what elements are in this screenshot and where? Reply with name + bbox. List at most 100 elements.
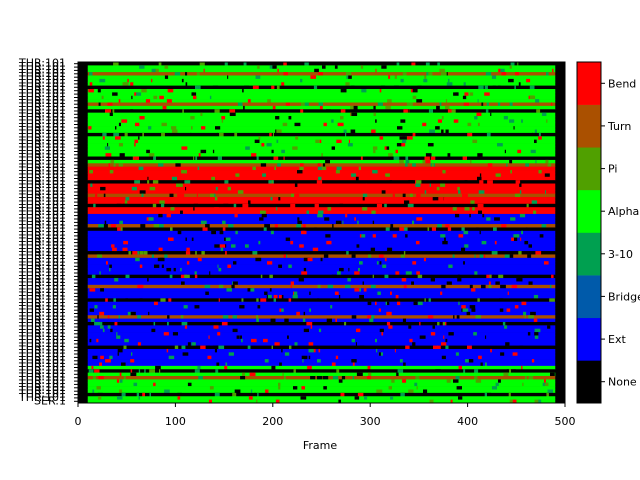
heatmap-noise xyxy=(332,224,334,228)
heatmap-noise xyxy=(395,149,398,154)
heatmap-noise xyxy=(402,318,406,323)
heatmap-noise xyxy=(288,116,292,120)
heatmap-noise xyxy=(402,379,407,384)
heatmap-noise xyxy=(194,271,197,276)
heatmap-noise xyxy=(462,156,467,161)
heatmap-noise xyxy=(140,224,146,228)
heatmap-noise xyxy=(534,332,539,336)
heatmap-row xyxy=(87,220,556,225)
heatmap-noise xyxy=(216,362,220,367)
heatmap-noise xyxy=(242,89,244,93)
heatmap-noise xyxy=(538,170,542,174)
heatmap-noise xyxy=(184,274,190,279)
heatmap-noise xyxy=(231,244,236,248)
heatmap-row xyxy=(87,301,556,306)
heatmap-noise xyxy=(237,190,244,194)
heatmap-noise xyxy=(207,355,212,360)
heatmap-noise xyxy=(115,126,117,130)
heatmap-noise xyxy=(221,116,223,120)
heatmap-noise xyxy=(285,254,288,259)
heatmap-noise xyxy=(323,122,327,127)
residue-tick-label: THR:101 xyxy=(18,195,66,208)
heatmap-noise xyxy=(359,288,361,292)
heatmap-noise xyxy=(98,224,104,228)
heatmap-noise xyxy=(155,365,161,370)
heatmap-noise xyxy=(102,224,108,228)
heatmap-noise xyxy=(474,369,479,373)
heatmap-noise xyxy=(97,254,103,259)
heatmap-noise xyxy=(455,375,460,380)
heatmap-row xyxy=(87,332,556,336)
heatmap-noise xyxy=(221,119,224,124)
heatmap-noise xyxy=(209,95,212,100)
residue-tick-label: THR:101 xyxy=(18,87,66,100)
heatmap-noise xyxy=(222,220,226,225)
heatmap-noise xyxy=(317,213,323,218)
heatmap-noise xyxy=(547,163,552,167)
heatmap-noise xyxy=(208,399,212,404)
residue-tick-label: THR:101 xyxy=(18,97,66,110)
heatmap-noise xyxy=(469,213,471,218)
heatmap-noise xyxy=(302,318,306,323)
heatmap-noise xyxy=(447,109,452,113)
heatmap-noise xyxy=(385,301,390,306)
heatmap-noise xyxy=(386,311,392,316)
heatmap-row xyxy=(87,338,556,343)
heatmap-noise xyxy=(196,72,200,76)
heatmap-noise xyxy=(479,180,484,184)
heatmap-noise xyxy=(400,254,405,259)
heatmap-noise xyxy=(105,153,112,157)
heatmap-noise xyxy=(471,308,476,313)
heatmap-noise xyxy=(339,203,344,208)
heatmap-noise xyxy=(273,156,279,161)
heatmap-noise xyxy=(134,139,139,144)
heatmap-noise xyxy=(400,119,406,124)
heatmap-noise xyxy=(397,126,403,130)
heatmap-noise xyxy=(172,332,178,336)
residue-tick-label: THR:101 xyxy=(18,320,66,333)
heatmap-noise xyxy=(534,399,540,404)
heatmap-noise xyxy=(399,227,405,232)
heatmap-noise xyxy=(274,342,280,346)
heatmap-noise xyxy=(259,217,264,221)
heatmap-noise xyxy=(234,389,241,394)
heatmap-noise xyxy=(524,240,529,245)
heatmap-noise xyxy=(89,82,93,86)
residue-tick-label: THR:101 xyxy=(18,330,66,343)
heatmap-noise xyxy=(227,186,231,191)
heatmap-noise xyxy=(267,294,272,299)
residue-tick-label: THR:101 xyxy=(18,121,66,134)
heatmap-noise xyxy=(151,328,156,333)
heatmap-noise xyxy=(412,220,415,225)
heatmap-noise xyxy=(197,365,201,370)
residue-tick-label: THR:101 xyxy=(18,124,66,137)
heatmap-noise xyxy=(508,392,511,397)
heatmap-noise xyxy=(345,82,350,86)
heatmap-row xyxy=(87,190,556,194)
heatmap-noise xyxy=(92,375,96,380)
residue-tick-label: THR:101 xyxy=(18,388,66,401)
heatmap-noise xyxy=(166,99,172,103)
heatmap-noise xyxy=(552,68,554,73)
heatmap-noise xyxy=(448,78,450,83)
heatmap-row xyxy=(87,369,556,373)
heatmap-noise xyxy=(423,78,428,83)
heatmap-noise xyxy=(359,261,363,265)
heatmap-noise xyxy=(257,392,259,397)
heatmap-noise xyxy=(300,78,303,83)
heatmap-noise xyxy=(402,72,407,76)
heatmap-noise xyxy=(110,159,115,164)
residue-tick-label: THR:101 xyxy=(18,290,66,303)
heatmap-noise xyxy=(387,247,393,252)
heatmap-noise xyxy=(218,345,225,350)
heatmap-noise xyxy=(206,345,210,350)
residue-tick-label: THR:101 xyxy=(18,74,66,87)
residue-tick-label: THR:101 xyxy=(18,377,66,390)
heatmap-noise xyxy=(435,200,441,205)
heatmap-row xyxy=(87,345,556,350)
heatmap-noise xyxy=(283,72,288,76)
heatmap-noise xyxy=(331,146,335,151)
heatmap-noise xyxy=(281,149,285,154)
heatmap-noise xyxy=(477,99,479,103)
heatmap-noise xyxy=(138,369,141,373)
